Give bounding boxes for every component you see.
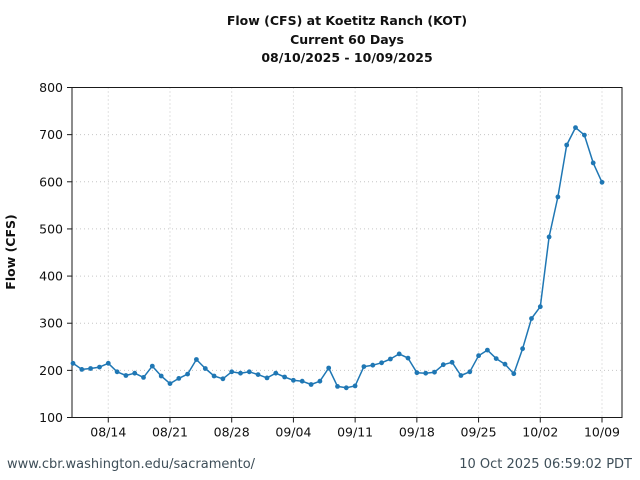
data-point [123, 373, 129, 378]
data-point [299, 378, 305, 384]
data-point [335, 384, 340, 389]
y-tick-label: 100 [39, 410, 63, 425]
x-tick-label: 08/21 [152, 425, 188, 440]
data-point [211, 373, 217, 379]
data-point [432, 369, 437, 375]
data-point [414, 370, 420, 376]
data-point [291, 377, 296, 383]
x-tick-label: 09/11 [337, 425, 373, 440]
y-tick-label: 700 [39, 127, 63, 142]
data-point [502, 361, 508, 367]
data-point [458, 373, 464, 378]
y-tick-label: 200 [39, 363, 63, 378]
data-point [590, 160, 596, 166]
footer-timestamp: 10 Oct 2025 06:59:02 PDT [459, 457, 632, 472]
data-point [97, 364, 102, 370]
data-point [361, 364, 367, 369]
data-point [264, 375, 270, 381]
x-tick-label: 09/25 [461, 425, 497, 440]
y-tick-label: 500 [39, 221, 63, 236]
data-point [194, 357, 199, 362]
x-tick-label: 10/09 [584, 425, 620, 440]
data-point [511, 371, 517, 377]
data-point [246, 369, 252, 375]
x-tick-label: 09/04 [275, 425, 311, 440]
data-point [520, 346, 525, 352]
data-point [229, 369, 235, 375]
chart-title: Flow (CFS) at Koetitz Ranch (KOT) [226, 13, 468, 28]
flow-line-chart: Flow (CFS) 100 200 300 400 500 600 700 800 08/14… [3, 80, 623, 440]
data-point [70, 360, 76, 366]
x-tick-label: 08/28 [214, 425, 250, 440]
data-point [343, 385, 349, 391]
data-point [379, 360, 384, 366]
chart-date-range: 08/10/2025 - 10/09/2025 [261, 50, 433, 65]
data-point [352, 383, 358, 389]
data-point [370, 362, 376, 368]
data-point [537, 304, 543, 310]
data-point [255, 372, 261, 377]
data-point [564, 142, 570, 148]
data-point [158, 373, 164, 379]
data-point [114, 369, 120, 375]
data-point [132, 370, 138, 376]
data-point [326, 365, 332, 371]
data-point [238, 370, 243, 376]
y-tick-label: 400 [39, 269, 63, 284]
data-point [176, 376, 182, 381]
data-point [449, 359, 455, 365]
data-point [79, 367, 85, 372]
footer: www.cbr.washington.edu/sacramento/ 10 Oc… [0, 452, 640, 480]
data-point [141, 375, 146, 380]
data-point [573, 125, 578, 130]
y-axis-label: Flow (CFS) [3, 214, 18, 289]
data-point [167, 381, 173, 386]
chart-subtitle: Current 60 Days [290, 31, 404, 47]
data-point [546, 234, 552, 240]
data-point [555, 194, 561, 200]
x-tick-label: 08/14 [90, 425, 126, 440]
data-point [388, 356, 393, 362]
data-point [308, 382, 314, 387]
data-point [582, 132, 587, 138]
data-point [149, 363, 155, 369]
data-point [317, 378, 323, 384]
data-point [476, 353, 481, 359]
y-tick-label: 300 [39, 316, 63, 331]
data-point [220, 376, 226, 382]
data-point [599, 179, 605, 185]
data-point [485, 347, 490, 353]
data-point [405, 355, 411, 361]
data-point [493, 356, 499, 361]
plot-frame [71, 87, 623, 418]
data-point [396, 351, 402, 357]
chart-title-block: Flow (CFS) at Koetitz Ranch (KOT) Curren… [72, 12, 622, 68]
data-point [105, 360, 111, 366]
data-point [423, 370, 429, 376]
data-point [529, 316, 534, 321]
data-point [202, 366, 208, 371]
y-tick-label: 800 [39, 80, 63, 95]
data-point [282, 374, 287, 380]
data-point [273, 370, 279, 376]
data-point [88, 366, 93, 371]
data-point [467, 369, 473, 375]
y-tick-label: 600 [39, 174, 63, 189]
footer-url: www.cbr.washington.edu/sacramento/ [7, 457, 256, 472]
data-point [440, 362, 446, 368]
data-point [185, 371, 191, 377]
x-tick-label: 09/18 [399, 425, 435, 440]
x-tick-label: 10/02 [522, 425, 558, 440]
